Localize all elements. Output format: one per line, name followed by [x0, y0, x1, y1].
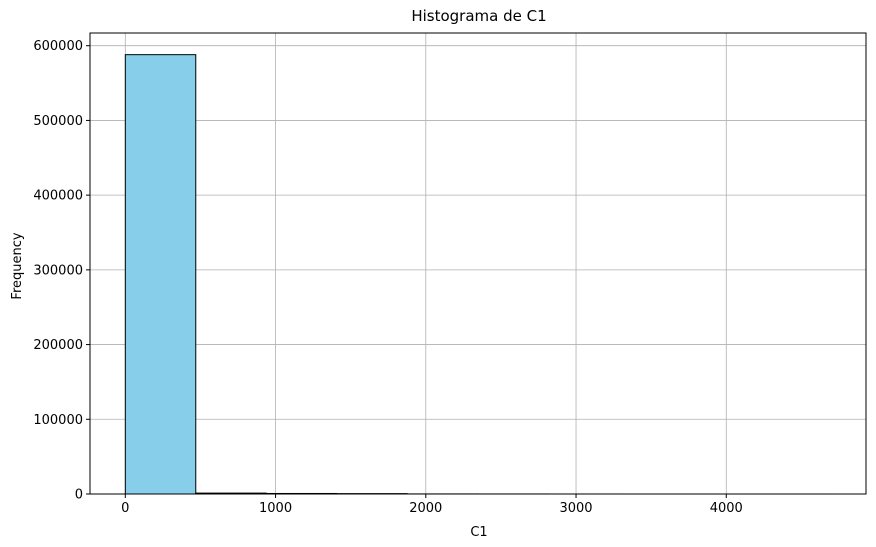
- x-tick-label-4: 4000: [710, 501, 743, 516]
- x-tick-label-2: 2000: [409, 501, 442, 516]
- y-axis-title: Frequency: [10, 232, 25, 299]
- chart-title: Histograma de C1: [411, 7, 546, 25]
- plot-frame: [89, 32, 867, 495]
- x-axis-title: C1: [470, 525, 487, 540]
- grid-lines: [90, 33, 866, 495]
- y-tick-label-0: 0: [75, 488, 83, 503]
- y-tick-label-4: 400000: [33, 189, 83, 204]
- y-axis-ticks: 0 100000 200000 300000 400000 500000 600000: [33, 39, 90, 503]
- x-axis-ticks: 0 1000 2000 3000 4000: [121, 494, 743, 516]
- x-tick-label-0: 0: [121, 501, 129, 516]
- y-tick-label-3: 300000: [33, 263, 83, 278]
- histogram-bar-0: [124, 54, 197, 495]
- y-tick-label-5: 500000: [33, 114, 83, 129]
- y-tick-label-1: 100000: [33, 413, 83, 428]
- x-tick-label-1: 1000: [259, 501, 292, 516]
- y-tick-label-6: 600000: [33, 39, 83, 54]
- x-tick-label-3: 3000: [559, 501, 592, 516]
- y-tick-label-2: 200000: [33, 338, 83, 353]
